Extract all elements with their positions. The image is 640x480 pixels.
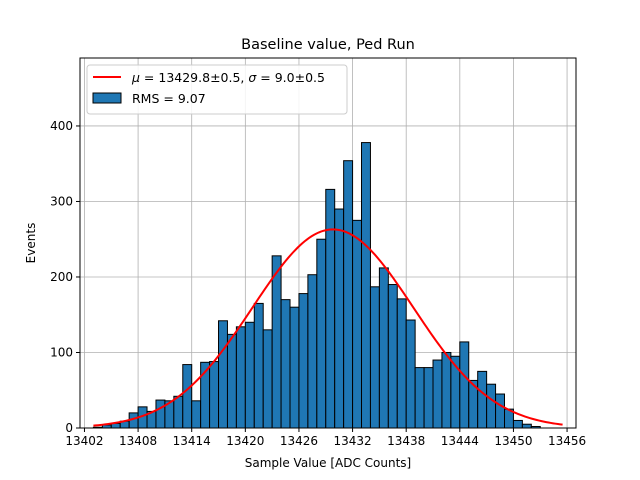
- histogram-bar: [226, 333, 237, 429]
- x-tick-label: 13420: [226, 434, 264, 448]
- x-tick-label: 13438: [387, 434, 425, 448]
- y-axis-ticks: 0 100 200 300 400: [50, 119, 80, 435]
- histogram-bar: [423, 367, 434, 429]
- x-tick-label: 13444: [441, 434, 479, 448]
- histogram-bar: [352, 219, 363, 429]
- histogram-bar: [477, 370, 488, 429]
- legend-hist-label: RMS = 9.07: [132, 91, 206, 106]
- x-tick-label: 13402: [65, 434, 103, 448]
- x-axis-ticks: 13402 13408 13414 13420 13426 13432 13438 13444…: [65, 428, 586, 448]
- histogram-bar: [495, 393, 506, 429]
- histogram-bar: [271, 255, 282, 429]
- x-tick-label: 13426: [280, 434, 318, 448]
- histogram-bar: [334, 208, 345, 429]
- histogram-bar: [298, 293, 309, 429]
- legend-fit-label: μ = 13429.8±0.5, σ = 9.0±0.5: [131, 70, 325, 85]
- histogram-bar: [325, 188, 336, 429]
- histogram-bar: [218, 320, 228, 429]
- x-tick-label: 13432: [333, 434, 371, 448]
- histogram-bar: [182, 364, 193, 429]
- x-tick-label: 13414: [173, 434, 211, 448]
- histogram-bar: [405, 319, 416, 429]
- histogram-bar: [486, 383, 497, 429]
- x-axis-label: Sample Value [ADC Counts]: [245, 456, 411, 470]
- histogram-bar: [191, 400, 202, 429]
- histogram-bar: [235, 326, 246, 429]
- plot-frame: [79, 57, 577, 429]
- y-tick-label: 100: [50, 345, 73, 359]
- x-tick-label: 13456: [548, 434, 586, 448]
- histogram-bar: [361, 142, 371, 429]
- histogram-bar: [316, 238, 327, 429]
- histogram-bar: [289, 306, 300, 429]
- chart-title: Baseline value, Ped Run: [241, 37, 415, 53]
- legend-box: [86, 64, 348, 115]
- histogram-bar: [369, 286, 380, 429]
- histogram-bar: [280, 299, 291, 429]
- histogram-bar: [521, 423, 532, 429]
- y-tick-label: 0: [65, 421, 73, 435]
- gaussian-fit: [93, 228, 563, 427]
- histogram-bar: [307, 274, 318, 429]
- histogram-bar: [209, 361, 220, 429]
- histogram-bar: [343, 160, 354, 429]
- histogram-bar: [441, 351, 452, 429]
- histogram-bar: [244, 321, 255, 429]
- x-tick-label: 13450: [494, 434, 532, 448]
- legend-hist-swatch: [92, 92, 122, 104]
- histogram-bar: [262, 329, 273, 429]
- histogram-bar: [173, 395, 184, 429]
- y-tick-label: 300: [50, 194, 73, 208]
- y-axis-label: Events: [24, 223, 38, 264]
- y-tick-label: 200: [50, 270, 73, 284]
- histogram-bar: [387, 284, 398, 429]
- histogram-bar: [378, 267, 389, 429]
- histogram-bar: [253, 302, 264, 429]
- fit-curve: [93, 228, 563, 427]
- histogram-bar: [414, 367, 425, 429]
- y-tick-label: 400: [50, 119, 73, 133]
- x-tick-label: 13408: [119, 434, 157, 448]
- legend: μ = 13429.8±0.5, σ = 9.0±0.5 RMS = 9.07: [86, 64, 348, 115]
- histogram-bar: [155, 399, 166, 429]
- histogram-bar: [512, 419, 523, 429]
- histogram-bar: [396, 298, 407, 429]
- histogram-bar: [459, 341, 470, 429]
- histogram-bar: [432, 359, 443, 429]
